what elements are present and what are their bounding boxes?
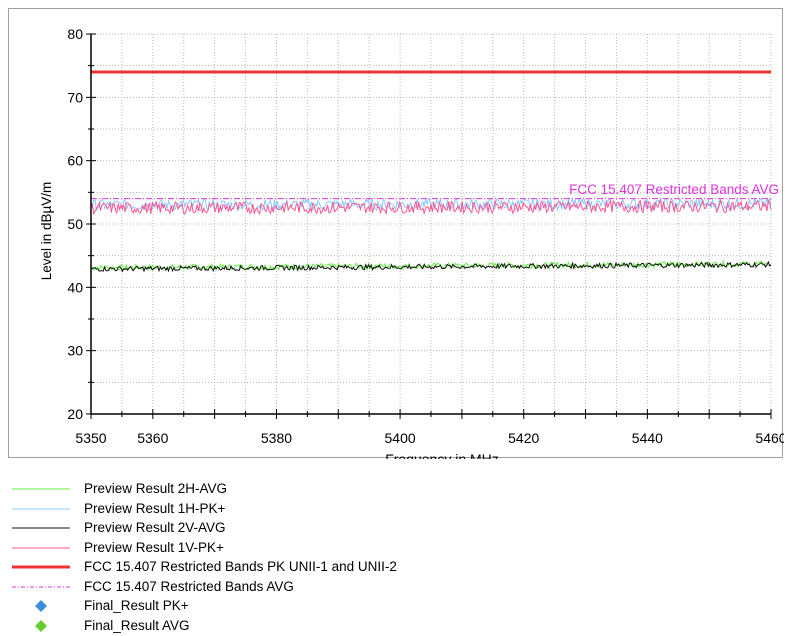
- y-tick-label: 40: [67, 279, 83, 295]
- y-axis-label: Level in dBµV/m: [39, 182, 54, 281]
- tick-labels: 20 30 40 50 60 70 80 5350 5360 5380 5400 5420 5440 54…: [67, 26, 784, 446]
- legend-label: Final_Result PK+: [84, 598, 189, 613]
- legend-item: Final_Result PK+: [8, 597, 608, 617]
- x-axis-label: Frequency in MHz: [385, 451, 499, 459]
- x-tick-label: 5380: [261, 430, 292, 446]
- legend-swatch: [10, 580, 72, 594]
- y-tick-label: 30: [67, 343, 83, 359]
- x-tick-label: 5350: [75, 430, 106, 446]
- x-tick-label: 5440: [632, 430, 663, 446]
- x-tick-label: 5460: [755, 430, 784, 446]
- legend-item: FCC 15.407 Restricted Bands AVG: [8, 578, 608, 598]
- legend-item: Final_Result AVG: [8, 617, 608, 636]
- legend-item: Preview Result 2V-AVG: [8, 519, 608, 539]
- legend-swatch: [10, 541, 72, 555]
- x-tick-label: 5400: [385, 430, 416, 446]
- y-tick-label: 60: [67, 153, 83, 169]
- legend-item: Preview Result 1H-PK+: [8, 500, 608, 520]
- legend-label: FCC 15.407 Restricted Bands PK UNII-1 an…: [84, 559, 397, 574]
- legend-item: Preview Result 2H-AVG: [8, 480, 608, 500]
- legend-marker: [35, 600, 47, 612]
- x-tick-label: 5420: [508, 430, 539, 446]
- legend-swatch: [10, 482, 72, 496]
- legend-label: Final_Result AVG: [84, 618, 190, 633]
- axes: [86, 34, 771, 419]
- legend-label: Preview Result 1V-PK+: [84, 540, 224, 555]
- x-tick-label: 5360: [137, 430, 168, 446]
- chart-frame: 20 30 40 50 60 70 80 5350 5360 5380 5400 5420 5440 54…: [8, 8, 783, 458]
- legend-swatch: [10, 619, 72, 633]
- legend-marker: [35, 620, 47, 632]
- grid: [91, 34, 771, 414]
- legend-swatch: [10, 502, 72, 516]
- legend-label: Preview Result 1H-PK+: [84, 501, 225, 516]
- legend-item: FCC 15.407 Restricted Bands PK UNII-1 an…: [8, 558, 608, 578]
- y-tick-label: 50: [67, 216, 83, 232]
- legend-label: FCC 15.407 Restricted Bands AVG: [84, 579, 294, 594]
- legend-swatch: [10, 560, 72, 574]
- legend-swatch: [10, 521, 72, 535]
- y-tick-label: 70: [67, 89, 83, 105]
- limit-annotation: FCC 15.407 Restricted Bands AVG: [569, 182, 779, 197]
- legend-label: Preview Result 2H-AVG: [84, 481, 227, 496]
- y-tick-label: 80: [67, 26, 83, 42]
- chart-plot: 20 30 40 50 60 70 80 5350 5360 5380 5400 5420 5440 54…: [9, 9, 784, 459]
- legend-item: Preview Result 1V-PK+: [8, 539, 608, 559]
- legend-label: Preview Result 2V-AVG: [84, 520, 226, 535]
- y-tick-label: 20: [67, 406, 83, 422]
- legend-swatch: [10, 599, 72, 613]
- legend: Preview Result 2H-AVG Preview Result 1H-P…: [8, 480, 608, 636]
